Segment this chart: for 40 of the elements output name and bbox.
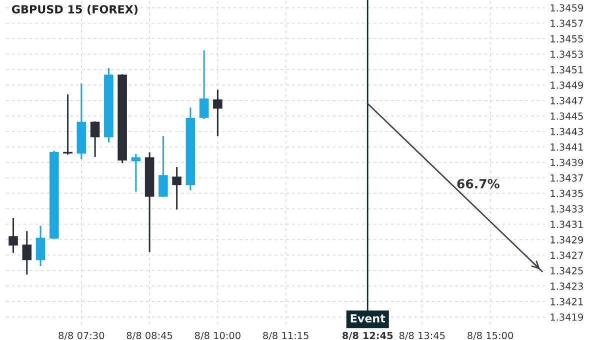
chart-title: GBPUSD 15 (FOREX) bbox=[12, 4, 138, 15]
x-tick-label: 8/8 13:45 bbox=[399, 332, 445, 340]
y-tick-label: 1.3439 bbox=[550, 158, 583, 166]
annotation: 66.7% bbox=[457, 179, 500, 188]
x-tick-label: 8/8 07:30 bbox=[58, 332, 104, 340]
y-tick-label: 1.3427 bbox=[550, 252, 583, 259]
x-tick-label: 8/8 11:15 bbox=[263, 332, 308, 340]
y-tick-label: 1.3453 bbox=[550, 50, 583, 58]
y-tick-label: 1.3443 bbox=[550, 128, 583, 136]
candlestick bbox=[22, 230, 32, 276]
y-tick-label: 1.3425 bbox=[550, 267, 583, 274]
y-tick-label: 1.3451 bbox=[550, 66, 583, 74]
y-tick-label: 1.3429 bbox=[550, 236, 583, 244]
y-tick-label: 1.3441 bbox=[550, 143, 583, 151]
candlestick bbox=[8, 217, 18, 254]
y-tick-label: 1.3445 bbox=[550, 112, 583, 120]
candlestick bbox=[172, 166, 182, 210]
x-tick-label: 8/8 12:45 bbox=[342, 332, 393, 340]
y-tick-label: 1.3457 bbox=[550, 20, 583, 28]
y-tick-label: 1.3433 bbox=[550, 205, 583, 213]
y-tick-label: 1.3431 bbox=[550, 220, 583, 228]
y-tick-label: 1.3423 bbox=[550, 282, 583, 290]
ref-line-label: Event bbox=[350, 314, 386, 323]
y-tick-label: 1.3437 bbox=[550, 174, 583, 182]
y-tick-label: 1.3459 bbox=[550, 4, 583, 12]
y-tick-label: 1.3449 bbox=[550, 82, 583, 89]
candlestick bbox=[158, 135, 168, 198]
x-tick-label: 8/8 10:00 bbox=[194, 332, 240, 340]
y-tick-label: 1.3447 bbox=[550, 96, 583, 104]
candlestick bbox=[63, 94, 72, 156]
x-tick-label: 8/8 08:45 bbox=[126, 332, 172, 340]
y-tick-label: 1.3435 bbox=[550, 190, 583, 198]
candlestick bbox=[199, 49, 209, 120]
x-tick-label: 8/8 15:00 bbox=[468, 332, 514, 340]
y-tick-label: 1.3419 bbox=[550, 313, 583, 321]
candlestick bbox=[90, 120, 100, 158]
candlestick bbox=[213, 88, 222, 137]
y-tick-label: 1.3421 bbox=[550, 298, 583, 306]
y-tick-label: 1.3455 bbox=[550, 35, 583, 42]
candlestick bbox=[36, 224, 46, 267]
